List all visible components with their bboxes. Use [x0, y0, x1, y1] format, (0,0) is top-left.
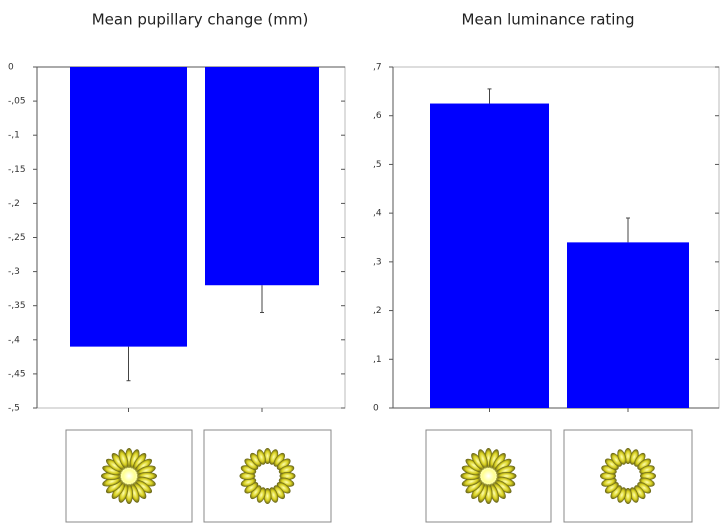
y-tick-label: ,2: [373, 306, 382, 316]
y-tick-label: -,3: [8, 267, 20, 277]
y-tick-label: -,2: [8, 199, 20, 209]
stimulus-box: [564, 430, 692, 522]
y-tick-label: -,4: [8, 335, 20, 345]
bar: [430, 104, 549, 408]
y-tick-label: -,05: [8, 97, 26, 107]
y-tick-label: -,15: [8, 165, 26, 175]
y-tick-label: ,4: [373, 209, 382, 219]
y-tick-label: ,1: [373, 355, 382, 365]
y-tick-label: ,3: [373, 257, 382, 267]
icon-center: [479, 466, 499, 486]
bar: [205, 67, 319, 285]
chart-title: Mean pupillary change (mm): [92, 11, 309, 29]
y-tick-label: -,5: [8, 404, 20, 414]
y-tick-label: -,1: [8, 131, 20, 141]
y-tick-label: ,5: [373, 160, 382, 170]
y-tick-label: 0: [8, 63, 14, 73]
page: {"chart_data": [ {"type": "bar", "title"…: [0, 0, 721, 524]
y-tick-label: -,45: [8, 369, 26, 379]
chart-title: Mean luminance rating: [462, 11, 635, 29]
y-tick-label: 0: [373, 404, 379, 414]
y-tick-label: -,25: [8, 233, 26, 243]
y-tick-label: ,6: [373, 111, 382, 121]
figure: Mean pupillary change (mm) 0 -,05 -,1 -,15 -,…: [0, 0, 721, 524]
stimulus-box: [204, 430, 331, 522]
y-tick-label: -,35: [8, 301, 26, 311]
bar: [70, 67, 187, 347]
bar: [567, 242, 689, 408]
icon-center: [119, 466, 139, 486]
y-tick-label: ,7: [373, 63, 382, 73]
